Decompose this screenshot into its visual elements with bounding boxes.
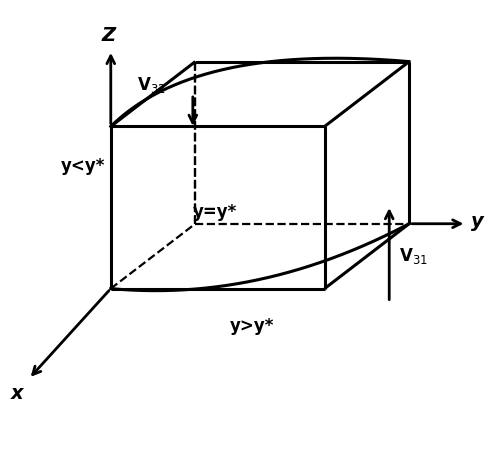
Text: V$_{32}$: V$_{32}$ <box>137 75 166 95</box>
Text: y>y*: y>y* <box>230 316 274 335</box>
Text: Z: Z <box>101 27 116 45</box>
Text: y=y*: y=y* <box>193 203 238 221</box>
Text: y: y <box>472 212 484 231</box>
Text: y<y*: y<y* <box>61 157 106 175</box>
Text: x: x <box>11 384 24 403</box>
Text: V$_{31}$: V$_{31}$ <box>399 246 428 266</box>
